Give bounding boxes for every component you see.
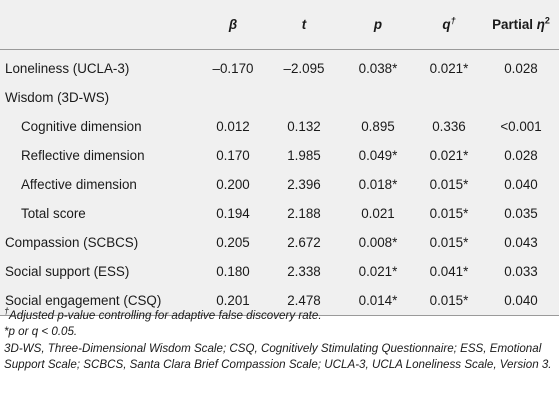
cell-beta: 0.180 bbox=[216, 263, 250, 279]
results-table: β t p q† Partial η2 Loneliness (UCLA-3) –… bbox=[0, 0, 559, 316]
table-row: Reflective dimension 0.170 1.985 0.049* 0.02… bbox=[0, 141, 559, 170]
cell-t: 2.478 bbox=[267, 285, 341, 316]
table-row: Social engagement (CSQ) 0.201 2.478 0.014* 0… bbox=[0, 285, 559, 316]
table-row: Loneliness (UCLA-3) –0.170 –2.095 0.038* 0.0… bbox=[0, 49, 559, 83]
table-row: Cognitive dimension 0.012 0.132 0.895 0.336 <… bbox=[0, 112, 559, 141]
cell-partial-eta2: 0.040 bbox=[504, 176, 538, 192]
cell-partial-eta2 bbox=[483, 83, 559, 112]
header-partial-eta: Partial η2 bbox=[483, 0, 559, 50]
row-label: Social support (ESS) bbox=[5, 263, 130, 279]
header-eta-symbol: η bbox=[536, 16, 545, 32]
cell-t: 0.132 bbox=[287, 118, 321, 134]
header-p: p bbox=[341, 0, 415, 50]
cell-beta bbox=[199, 83, 267, 112]
cell-t: 2.396 bbox=[287, 176, 321, 192]
cell-p: 0.014* bbox=[341, 285, 415, 316]
footnote-significance: *p or q < 0.05. bbox=[4, 324, 78, 338]
cell-q: 0.041* bbox=[429, 263, 469, 279]
row-label: Loneliness (UCLA-3) bbox=[5, 60, 130, 76]
cell-partial-eta2: 0.028 bbox=[504, 60, 538, 76]
cell-p: 0.021 bbox=[361, 205, 395, 221]
cell-p: 0.021* bbox=[358, 263, 398, 279]
header-partial-word: Partial bbox=[492, 16, 537, 32]
cell-p bbox=[341, 83, 415, 112]
cell-q: 0.015* bbox=[415, 285, 483, 316]
cell-partial-eta2: 0.028 bbox=[504, 147, 538, 163]
table-row: Affective dimension 0.200 2.396 0.018* 0.015… bbox=[0, 170, 559, 199]
row-label: Wisdom (3D-WS) bbox=[5, 89, 110, 105]
table-footnotes: †Adjusted p-value controlling for adapti… bbox=[4, 306, 556, 372]
cell-q: 0.015* bbox=[429, 176, 469, 192]
cell-partial-eta2: 0.033 bbox=[504, 263, 538, 279]
cell-t: –2.095 bbox=[283, 60, 325, 76]
cell-beta: 0.194 bbox=[216, 205, 250, 221]
cell-t: 2.338 bbox=[287, 263, 321, 279]
footnote-dagger-mark: † bbox=[4, 306, 10, 317]
row-label: Social engagement (CSQ) bbox=[0, 285, 199, 316]
header-eta-squared: 2 bbox=[544, 15, 550, 26]
row-label: Cognitive dimension bbox=[21, 118, 142, 134]
table-row: Compassion (SCBCS) 0.205 2.672 0.008* 0.015*… bbox=[0, 228, 559, 257]
cell-partial-eta2: 0.040 bbox=[483, 285, 559, 316]
cell-partial-eta2: 0.035 bbox=[504, 205, 538, 221]
footnote-dagger: †Adjusted p-value controlling for adapti… bbox=[4, 306, 556, 324]
cell-partial-eta2: 0.043 bbox=[504, 234, 538, 250]
cell-q: 0.336 bbox=[432, 118, 466, 134]
cell-p: 0.008* bbox=[358, 234, 398, 250]
header-beta: β bbox=[199, 0, 267, 50]
cell-beta: –0.170 bbox=[212, 60, 254, 76]
table-row: Social support (ESS) 0.180 2.338 0.021* 0.04… bbox=[0, 257, 559, 286]
footnote-dagger-text: Adjusted p-value controlling for adaptiv… bbox=[9, 309, 322, 322]
cell-beta: 0.012 bbox=[216, 118, 250, 134]
cell-beta: 0.200 bbox=[216, 176, 250, 192]
cell-t: 2.672 bbox=[287, 234, 321, 250]
footnote-abbreviations: 3D-WS, Three-Dimensional Wisdom Scale; C… bbox=[4, 342, 552, 371]
cell-partial-eta2: <0.001 bbox=[500, 118, 542, 134]
cell-q: 0.015* bbox=[429, 234, 469, 250]
row-label: Reflective dimension bbox=[21, 147, 145, 163]
cell-q: 0.015* bbox=[429, 205, 469, 221]
table-row: Wisdom (3D-WS) bbox=[0, 83, 559, 112]
row-label: Compassion (SCBCS) bbox=[5, 234, 139, 250]
header-q-letter: q bbox=[442, 16, 451, 32]
cell-p: 0.038* bbox=[358, 60, 398, 76]
cell-beta: 0.201 bbox=[199, 285, 267, 316]
row-label: Total score bbox=[21, 205, 86, 221]
cell-beta: 0.205 bbox=[216, 234, 250, 250]
header-row: β t p q† Partial η2 bbox=[0, 0, 559, 50]
cell-p: 0.895 bbox=[361, 118, 395, 134]
results-table-container: β t p q† Partial η2 Loneliness (UCLA-3) –… bbox=[0, 0, 559, 316]
header-variable bbox=[0, 0, 199, 50]
cell-t bbox=[267, 83, 341, 112]
cell-p: 0.049* bbox=[358, 147, 398, 163]
cell-t: 1.985 bbox=[287, 147, 321, 163]
header-t: t bbox=[267, 0, 341, 50]
cell-q: 0.021* bbox=[429, 60, 469, 76]
cell-q bbox=[415, 83, 483, 112]
table-row: Total score 0.194 2.188 0.021 0.015* 0.035 bbox=[0, 199, 559, 228]
cell-beta: 0.170 bbox=[216, 147, 250, 163]
cell-p: 0.018* bbox=[358, 176, 398, 192]
row-label: Affective dimension bbox=[21, 176, 137, 192]
header-q-dagger: † bbox=[450, 15, 456, 26]
header-q: q† bbox=[415, 0, 483, 50]
cell-q: 0.021* bbox=[429, 147, 469, 163]
cell-t: 2.188 bbox=[287, 205, 321, 221]
